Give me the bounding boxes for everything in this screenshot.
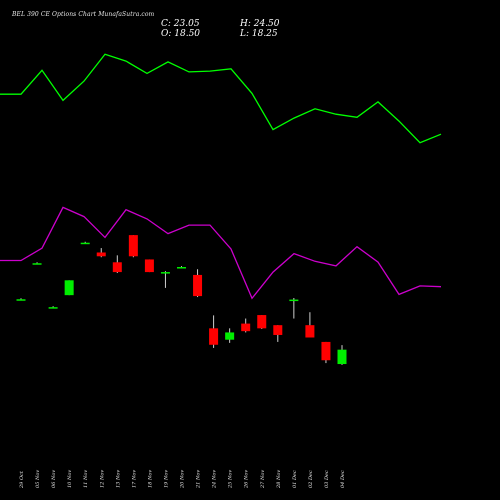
magenta-indicator-line [0, 206, 442, 300]
x-tick-label: 02 Dec [308, 470, 314, 488]
open-readout: O: 18.50 [161, 29, 201, 39]
x-tick-label: 03 Dec [324, 470, 330, 488]
candle-up [48, 307, 58, 309]
close-readout: C: 23.05 [161, 19, 200, 29]
x-tick-label: 21 Nov [196, 470, 202, 489]
candle-down [257, 315, 267, 329]
x-tick-label: 04 Dec [340, 470, 346, 488]
candle-up [160, 272, 170, 274]
x-tick-label: 17 Nov [131, 470, 137, 488]
x-tick-label: 27 Nov [260, 470, 266, 489]
candle-up [225, 332, 235, 340]
x-tick-label: 11 Nov [83, 470, 89, 488]
candle-up [337, 349, 347, 365]
candle-down [273, 325, 283, 335]
high-readout: H: 24.50 [240, 19, 280, 29]
x-tick-label: 12 Nov [99, 470, 105, 488]
candle-up [80, 242, 90, 245]
x-tick-label: 28 Nov [276, 470, 282, 489]
x-tick-label: 05 Nov [35, 470, 41, 488]
x-tick-label: 13 Nov [115, 470, 121, 488]
candle-down [321, 341, 331, 361]
green-indicator-line [0, 53, 442, 144]
candle-down [193, 274, 203, 297]
x-tick-label: 10 Nov [67, 470, 73, 488]
candle-up [64, 280, 74, 296]
candle-up [289, 299, 299, 302]
x-tick-label: 26 Nov [244, 470, 250, 489]
x-tick-label: 19 Nov [164, 470, 170, 488]
candle-down [209, 328, 219, 345]
x-tick-label: 06 Nov [51, 470, 57, 488]
candle-down [305, 325, 315, 338]
candle-down [241, 323, 251, 332]
x-tick-label: 24 Nov [212, 470, 218, 489]
x-tick-label: 01 Dec [292, 470, 298, 488]
candle-down [112, 262, 122, 273]
x-tick-label: 29 Oct [19, 470, 25, 489]
chart-title: BEL 390 CE Options Chart MunafaSutra.com [12, 11, 155, 18]
candle-down [128, 235, 138, 257]
candle-down [96, 252, 106, 257]
candle-up [16, 299, 26, 301]
x-tick-label: 25 Nov [228, 470, 234, 489]
x-tick-label: 18 Nov [147, 470, 153, 488]
candle-up [177, 267, 186, 269]
candle-down [144, 259, 154, 273]
candle-up [32, 263, 42, 265]
low-readout: L: 18.25 [240, 29, 278, 39]
x-tick-label: 20 Nov [180, 470, 186, 489]
